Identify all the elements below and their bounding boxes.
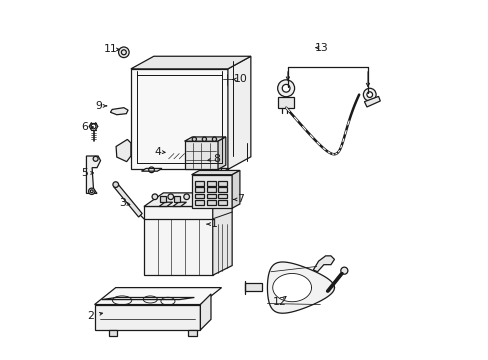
- Bar: [195, 194, 203, 198]
- Text: 9: 9: [96, 101, 102, 111]
- Circle shape: [113, 182, 118, 188]
- Polygon shape: [94, 305, 200, 330]
- Polygon shape: [137, 156, 233, 164]
- Bar: [218, 181, 227, 186]
- Polygon shape: [143, 193, 232, 207]
- Circle shape: [282, 84, 289, 92]
- Text: 12: 12: [272, 297, 286, 307]
- Polygon shape: [184, 141, 218, 170]
- Text: 1: 1: [211, 219, 218, 229]
- Polygon shape: [110, 108, 128, 115]
- Circle shape: [183, 194, 189, 199]
- Bar: [218, 194, 227, 198]
- Bar: [195, 181, 203, 186]
- Polygon shape: [143, 207, 212, 275]
- Polygon shape: [191, 175, 232, 208]
- Circle shape: [363, 88, 375, 101]
- Polygon shape: [272, 274, 311, 302]
- Bar: [195, 188, 203, 192]
- Text: 10: 10: [234, 75, 247, 85]
- Circle shape: [277, 80, 294, 97]
- Polygon shape: [166, 151, 186, 161]
- Circle shape: [366, 92, 372, 98]
- Polygon shape: [160, 196, 166, 202]
- Text: 11: 11: [103, 45, 117, 54]
- Circle shape: [297, 281, 307, 291]
- Circle shape: [340, 267, 347, 274]
- Polygon shape: [218, 137, 225, 170]
- Polygon shape: [232, 170, 240, 208]
- Circle shape: [281, 284, 291, 294]
- Text: 2: 2: [87, 311, 94, 321]
- Polygon shape: [313, 256, 334, 272]
- Polygon shape: [191, 170, 240, 175]
- Bar: [206, 194, 215, 198]
- Polygon shape: [94, 288, 221, 305]
- Circle shape: [221, 74, 232, 85]
- Circle shape: [88, 188, 95, 194]
- Polygon shape: [116, 139, 131, 162]
- Polygon shape: [212, 193, 232, 275]
- Bar: [206, 188, 215, 192]
- Bar: [206, 181, 215, 186]
- Polygon shape: [114, 184, 142, 217]
- Circle shape: [167, 194, 173, 199]
- Polygon shape: [208, 168, 228, 171]
- Polygon shape: [102, 297, 194, 300]
- Polygon shape: [184, 137, 225, 141]
- Text: 3: 3: [119, 198, 126, 208]
- Text: 4: 4: [154, 147, 161, 157]
- Polygon shape: [227, 56, 250, 170]
- Polygon shape: [159, 202, 172, 207]
- Text: 7: 7: [237, 194, 244, 204]
- Polygon shape: [86, 156, 101, 193]
- Text: 6: 6: [81, 122, 88, 132]
- Circle shape: [202, 137, 206, 141]
- Polygon shape: [131, 69, 227, 170]
- Bar: [218, 200, 227, 205]
- Polygon shape: [364, 96, 380, 107]
- Text: 5: 5: [81, 168, 88, 178]
- Circle shape: [152, 194, 158, 199]
- Polygon shape: [244, 283, 262, 291]
- Polygon shape: [200, 294, 210, 330]
- Polygon shape: [108, 330, 117, 336]
- Circle shape: [93, 156, 98, 161]
- Circle shape: [192, 137, 196, 141]
- Polygon shape: [188, 330, 197, 336]
- Circle shape: [199, 194, 205, 199]
- Circle shape: [212, 137, 216, 141]
- Bar: [218, 188, 227, 192]
- Polygon shape: [278, 98, 293, 108]
- Text: 8: 8: [212, 154, 219, 164]
- Polygon shape: [173, 196, 180, 202]
- Polygon shape: [267, 262, 334, 313]
- Polygon shape: [131, 56, 250, 69]
- Bar: [195, 200, 203, 205]
- Text: 13: 13: [315, 43, 328, 53]
- Polygon shape: [172, 202, 186, 207]
- Polygon shape: [141, 168, 162, 171]
- Circle shape: [118, 47, 129, 58]
- Bar: [206, 200, 215, 205]
